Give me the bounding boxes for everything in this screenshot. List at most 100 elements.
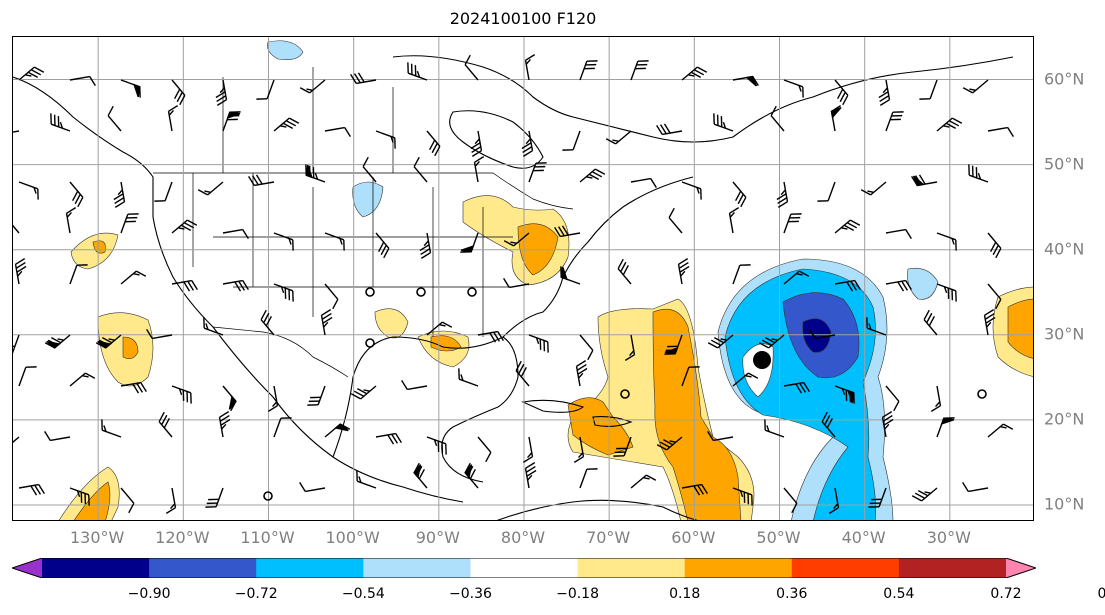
wind-barb (356, 470, 377, 489)
latitude-label: 30°N (1044, 324, 1085, 344)
calm-marker (365, 338, 375, 348)
wind-barb (524, 462, 537, 489)
anomaly-region-east-atlantic-core (1007, 298, 1033, 359)
wind-barb (834, 279, 861, 292)
wind-barb (401, 379, 428, 391)
wind-barb (503, 232, 530, 247)
wind-barb (167, 105, 179, 132)
wind-barb (579, 334, 594, 361)
calm-wind-markers (263, 287, 987, 501)
wind-barb (911, 174, 938, 187)
wind-barb (273, 232, 294, 251)
wind-barb (681, 181, 702, 200)
wind-barb (113, 181, 126, 208)
wind-barb (307, 385, 326, 406)
longitude-label: 100°W (325, 528, 380, 547)
wind-barb (350, 72, 377, 85)
calm-marker (365, 287, 375, 297)
wind-barb (419, 232, 432, 259)
wind-barb (14, 258, 27, 285)
wind-barb (477, 330, 504, 343)
anomaly-region-atlantic-core (652, 308, 742, 520)
latitude-label: 50°N (1044, 154, 1085, 174)
coastline-atlantic-us (502, 176, 694, 338)
wind-barb (878, 79, 891, 106)
positive-anomaly-regions (58, 195, 1033, 520)
wind-barb (458, 368, 479, 387)
wind-barb (503, 277, 530, 289)
wind-barb (524, 54, 536, 81)
wind-barb (120, 213, 139, 234)
coastline-hispaniola (592, 416, 633, 428)
wind-barb (885, 385, 900, 412)
wind-barb (830, 105, 842, 132)
wind-barb (171, 279, 198, 292)
wind-barb (273, 417, 292, 438)
border-us-canada (153, 172, 574, 210)
map-canvas (13, 37, 1033, 520)
colorbar-tick-label: −0.54 (341, 586, 385, 602)
coastline-south-america (496, 499, 698, 520)
wind-barb (65, 207, 77, 234)
coastlines (13, 55, 1014, 520)
wind-barb (375, 432, 402, 445)
wind-barb (324, 283, 339, 310)
wind-barb (13, 217, 20, 234)
wind-barb (732, 487, 753, 506)
longitude-label: 130°W (69, 528, 125, 547)
wind-barb (464, 462, 479, 489)
wind-barb (528, 162, 547, 183)
calm-marker (416, 287, 426, 297)
map-title: 2024100100 F120 (449, 9, 597, 28)
wind-barb (930, 385, 942, 412)
wind-barb (885, 279, 912, 292)
cyclone-center-marker (753, 351, 771, 369)
wind-barb (617, 258, 632, 285)
wind-barb (171, 79, 186, 106)
calm-marker (263, 491, 273, 501)
wind-barb (95, 334, 122, 349)
colorbar-tick-label: 0.18 (669, 586, 701, 602)
wind-barb (936, 117, 963, 132)
colorbar-segment (791, 558, 900, 578)
wind-barb (197, 181, 224, 196)
wind-barb (222, 279, 249, 292)
wind-barb (120, 381, 147, 394)
colorbar-tick-label: −0.18 (556, 586, 599, 602)
wind-barb (828, 487, 840, 514)
wind-barb (885, 111, 904, 132)
coastline-pacific-north (13, 76, 464, 503)
wind-barb (248, 174, 275, 187)
wind-barb (426, 436, 447, 455)
wind-barb (158, 411, 173, 438)
wind-barb (732, 264, 751, 285)
colorbar-tick-label: 0.72 (990, 586, 1022, 602)
latitude-label: 20°N (1044, 409, 1085, 429)
colorbar-tick-label: 0.54 (883, 586, 915, 602)
wind-barb (267, 385, 279, 412)
wind-barb (783, 79, 804, 98)
wind-barb (936, 417, 955, 438)
wind-barb (758, 334, 785, 349)
wind-barbs (13, 54, 1014, 514)
wind-barb (205, 487, 224, 508)
wind-barb (375, 130, 396, 149)
wind-barb (613, 436, 632, 457)
wind-barb (324, 126, 351, 138)
wind-barb (426, 321, 453, 336)
wind-barb (69, 75, 96, 87)
wind-barb (868, 487, 887, 508)
wind-barb (821, 411, 836, 438)
wind-barb (477, 436, 492, 463)
calm-marker (467, 287, 477, 297)
wind-barb (362, 156, 377, 183)
wind-barb (375, 232, 390, 259)
longitude-label: 120°W (155, 528, 210, 547)
wind-barb (120, 487, 135, 514)
wind-barb (460, 232, 479, 253)
wind-barb (44, 334, 71, 349)
colorbar-segment (898, 558, 1007, 578)
wind-barb (18, 181, 39, 200)
wind-barb (407, 62, 428, 81)
wind-barb (473, 156, 485, 183)
